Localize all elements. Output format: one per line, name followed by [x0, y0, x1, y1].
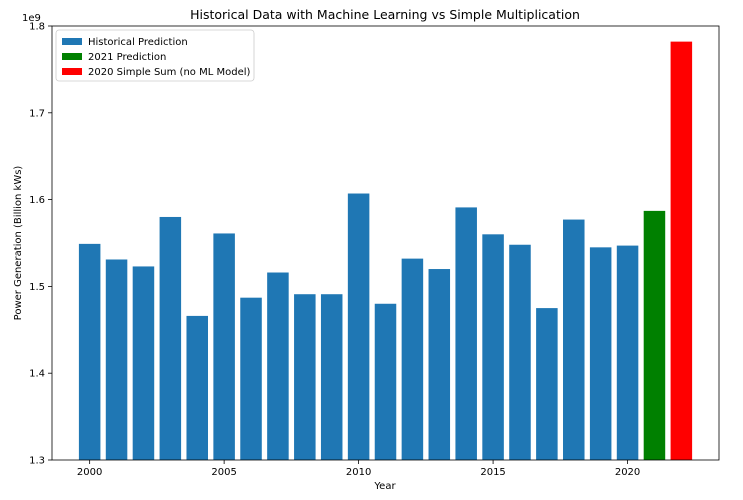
legend-swatch: [62, 53, 82, 60]
x-tick-label: 2020: [615, 467, 640, 478]
bar-2011: [374, 303, 397, 460]
bar-2006: [240, 297, 262, 460]
bar-2001: [105, 259, 128, 460]
legend-label: 2020 Simple Sum (no ML Model): [88, 67, 250, 78]
y-tick-label: 1.7: [29, 108, 45, 119]
x-tick-label: 2005: [211, 467, 236, 478]
y-tick-label: 1.5: [29, 282, 45, 293]
bar-2021: [643, 210, 666, 460]
legend-swatch: [62, 38, 82, 45]
plot-frame: [51, 25, 720, 461]
bar-2012: [401, 258, 424, 460]
bar-2004: [186, 315, 208, 460]
bar-2010: [347, 193, 370, 460]
y-axis-offset-label: 1e9: [22, 13, 41, 24]
legend-label: Historical Prediction: [88, 37, 188, 48]
x-axis-label: Year: [373, 481, 396, 492]
bar-2019: [589, 247, 612, 460]
bar-2003: [159, 216, 182, 460]
bar-2022: [670, 41, 693, 461]
axis-ticks: 2000 2005 2010 2015 2020 1.3 1.4 1.5 1.6 1.7 1.8: [29, 22, 640, 479]
bar-2008: [294, 294, 316, 460]
bar-2016: [509, 244, 531, 460]
y-axis-label: Power Generation (Billion kWs): [13, 166, 24, 321]
x-tick-label: 2000: [77, 467, 102, 478]
bar-2000: [78, 243, 101, 460]
bar-2017: [536, 308, 558, 460]
bar-2015: [482, 234, 504, 460]
bar-2020: [616, 245, 639, 460]
y-tick-label: 1.3: [29, 456, 45, 467]
bar-2007: [267, 272, 289, 460]
chart-title: Historical Data with Machine Learning vs…: [190, 7, 580, 22]
bar-2005: [213, 233, 235, 460]
legend: Historical Prediction 2021 Prediction 2020…: [55, 29, 255, 82]
bar-2018: [563, 219, 585, 460]
y-tick-label: 1.4: [29, 369, 45, 380]
legend-label: 2021 Prediction: [88, 52, 166, 63]
y-tick-label: 1.8: [29, 22, 45, 33]
y-tick-label: 1.6: [29, 195, 45, 206]
bar-2013: [428, 269, 451, 460]
x-tick-label: 2010: [346, 467, 371, 478]
legend-swatch: [62, 68, 82, 75]
bar-2009: [320, 294, 343, 460]
bar-2002: [132, 266, 155, 460]
bar-2014: [455, 207, 477, 460]
legend-box: [55, 29, 255, 82]
x-tick-label: 2015: [480, 467, 505, 478]
bars-group: [78, 41, 693, 461]
